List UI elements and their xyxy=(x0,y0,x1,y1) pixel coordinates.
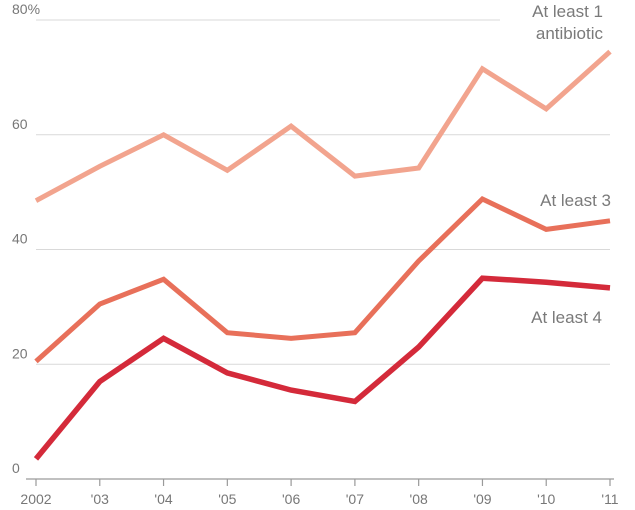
y-tick-label: 80% xyxy=(12,1,40,17)
x-tick-label: '07 xyxy=(346,491,364,507)
x-tick-label: 2002 xyxy=(20,491,51,507)
x-tick-label: '03 xyxy=(91,491,109,507)
x-tick-label: '11 xyxy=(601,491,618,507)
x-tick-label: '04 xyxy=(154,491,172,507)
series-line-1 xyxy=(34,49,612,203)
x-tick-labels: 2002 '03 '04 '05 '06 '07 '08 '09 '10 '11 xyxy=(20,491,618,507)
x-axis xyxy=(26,478,614,486)
series-label: At least 3 xyxy=(540,191,611,210)
x-tick-label: '06 xyxy=(282,491,300,507)
y-tick-label: 60 xyxy=(12,116,28,132)
y-tick-label: 20 xyxy=(12,345,28,361)
x-tick-label: '08 xyxy=(410,491,428,507)
series-label: At least 1 xyxy=(532,2,603,21)
y-tick-labels: 0 20 40 60 80% xyxy=(12,1,40,476)
series-line-2 xyxy=(34,195,611,364)
y-tick-label: 40 xyxy=(12,231,28,247)
y-tick-label: 0 xyxy=(12,460,20,476)
series-labels: At least 1 antibiotic At least 3 At least 4 xyxy=(531,2,611,327)
gridlines xyxy=(36,19,610,365)
series-lines xyxy=(33,49,612,461)
series-label: antibiotic xyxy=(536,24,604,43)
x-tick-label: '10 xyxy=(537,491,555,507)
x-tick-label: '05 xyxy=(218,491,236,507)
x-tick-label: '09 xyxy=(473,491,491,507)
series-label: At least 4 xyxy=(531,308,602,327)
series-line-3 xyxy=(33,275,611,461)
